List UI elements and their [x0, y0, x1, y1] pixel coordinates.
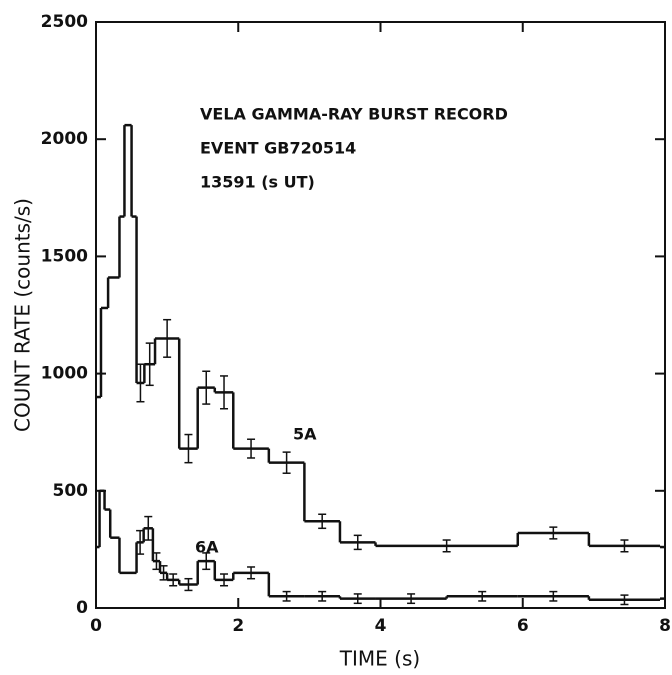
error-bar	[220, 573, 229, 587]
error-bar	[247, 566, 256, 580]
error-bar	[318, 590, 327, 602]
error-bar	[220, 375, 229, 410]
x-tick-label: 8	[659, 616, 671, 636]
error-bar	[407, 593, 416, 605]
error-bar	[353, 593, 362, 605]
y-tick-label: 2500	[41, 12, 88, 32]
error-bar	[549, 590, 558, 602]
error-bar	[620, 594, 629, 606]
y-tick-label: 2000	[41, 129, 88, 149]
annotation: 13591 (s UT)	[200, 173, 315, 192]
y-tick-label: 0	[76, 598, 88, 618]
error-bar	[318, 513, 327, 530]
y-tick-label: 1500	[41, 246, 88, 266]
error-bar	[478, 590, 487, 602]
error-bar	[247, 438, 256, 459]
series-label: 5A	[293, 425, 317, 444]
annotation: EVENT GB720514	[200, 139, 356, 158]
x-axis-label: TIME (s)	[339, 647, 420, 671]
error-bar	[442, 539, 451, 553]
error-bar	[184, 577, 193, 592]
error-bar	[282, 590, 291, 602]
error-bar	[620, 539, 629, 553]
x-tick-label: 6	[517, 616, 529, 636]
error-bar	[282, 451, 291, 474]
x-tick-label: 0	[90, 616, 102, 636]
error-bar	[202, 370, 211, 405]
y-axis-label: COUNT RATE (counts/s)	[11, 198, 35, 432]
error-bar	[144, 515, 153, 541]
error-bar	[184, 433, 193, 464]
error-bar	[163, 318, 172, 358]
series-label: 6A	[195, 538, 219, 557]
y-tick-label: 1000	[41, 364, 88, 384]
error-bar	[353, 534, 362, 551]
error-bar	[169, 573, 178, 587]
annotation: VELA GAMMA-RAY BURST RECORD	[200, 105, 508, 124]
error-bar	[145, 342, 154, 387]
x-tick-label: 4	[375, 616, 387, 636]
x-tick-label: 2	[232, 616, 244, 636]
error-bar	[549, 526, 558, 540]
error-bar	[202, 552, 211, 571]
y-tick-label: 500	[53, 481, 89, 501]
